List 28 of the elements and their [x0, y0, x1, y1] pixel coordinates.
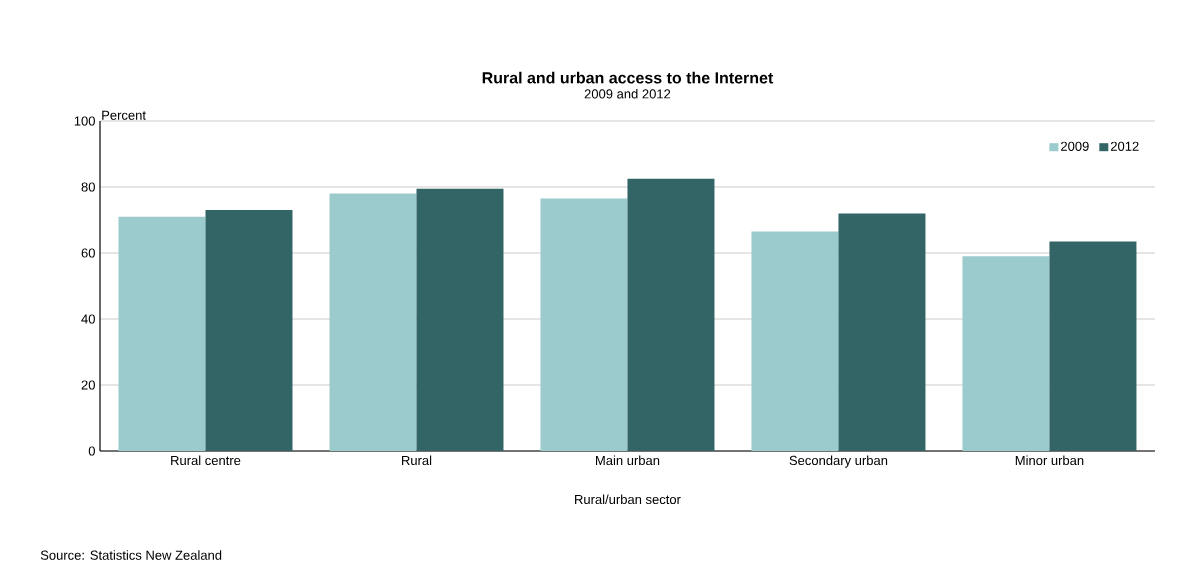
y-axis-title: Percent — [102, 110, 146, 120]
bar — [118, 216, 206, 451]
bar — [1049, 241, 1137, 451]
bar — [540, 198, 628, 451]
x-axis-title: Rural/urban sector — [575, 494, 681, 505]
y-tick-label: 20 — [81, 380, 95, 390]
y-tick-label: 0 — [88, 446, 95, 456]
source-note: Source: Statistics New Zealand — [40, 550, 222, 560]
bar — [329, 193, 417, 451]
x-tick-label: Minor urban — [1015, 455, 1084, 466]
y-tick-label: 40 — [81, 314, 95, 324]
x-tick-label: Secondary urban — [789, 455, 888, 468]
y-tick-label: 60 — [81, 248, 95, 258]
legend-label: 2012 — [1110, 141, 1139, 151]
bar — [962, 256, 1050, 451]
x-tick-label: Main urban — [596, 455, 660, 466]
chart-subtitle: 2009 and 2012 — [584, 88, 671, 99]
bar — [838, 213, 926, 451]
bar — [205, 210, 293, 451]
bar — [416, 188, 504, 451]
bar — [627, 178, 715, 451]
legend-label: 2009 — [1061, 141, 1089, 151]
x-tick-label: Rural — [402, 455, 432, 466]
chart-title: Rural and urban access to the Internet — [482, 71, 774, 84]
y-tick-label: 80 — [81, 182, 95, 192]
x-tick-label: Rural centre — [171, 455, 241, 466]
y-tick-label: 100 — [74, 116, 95, 126]
bar — [751, 231, 839, 451]
